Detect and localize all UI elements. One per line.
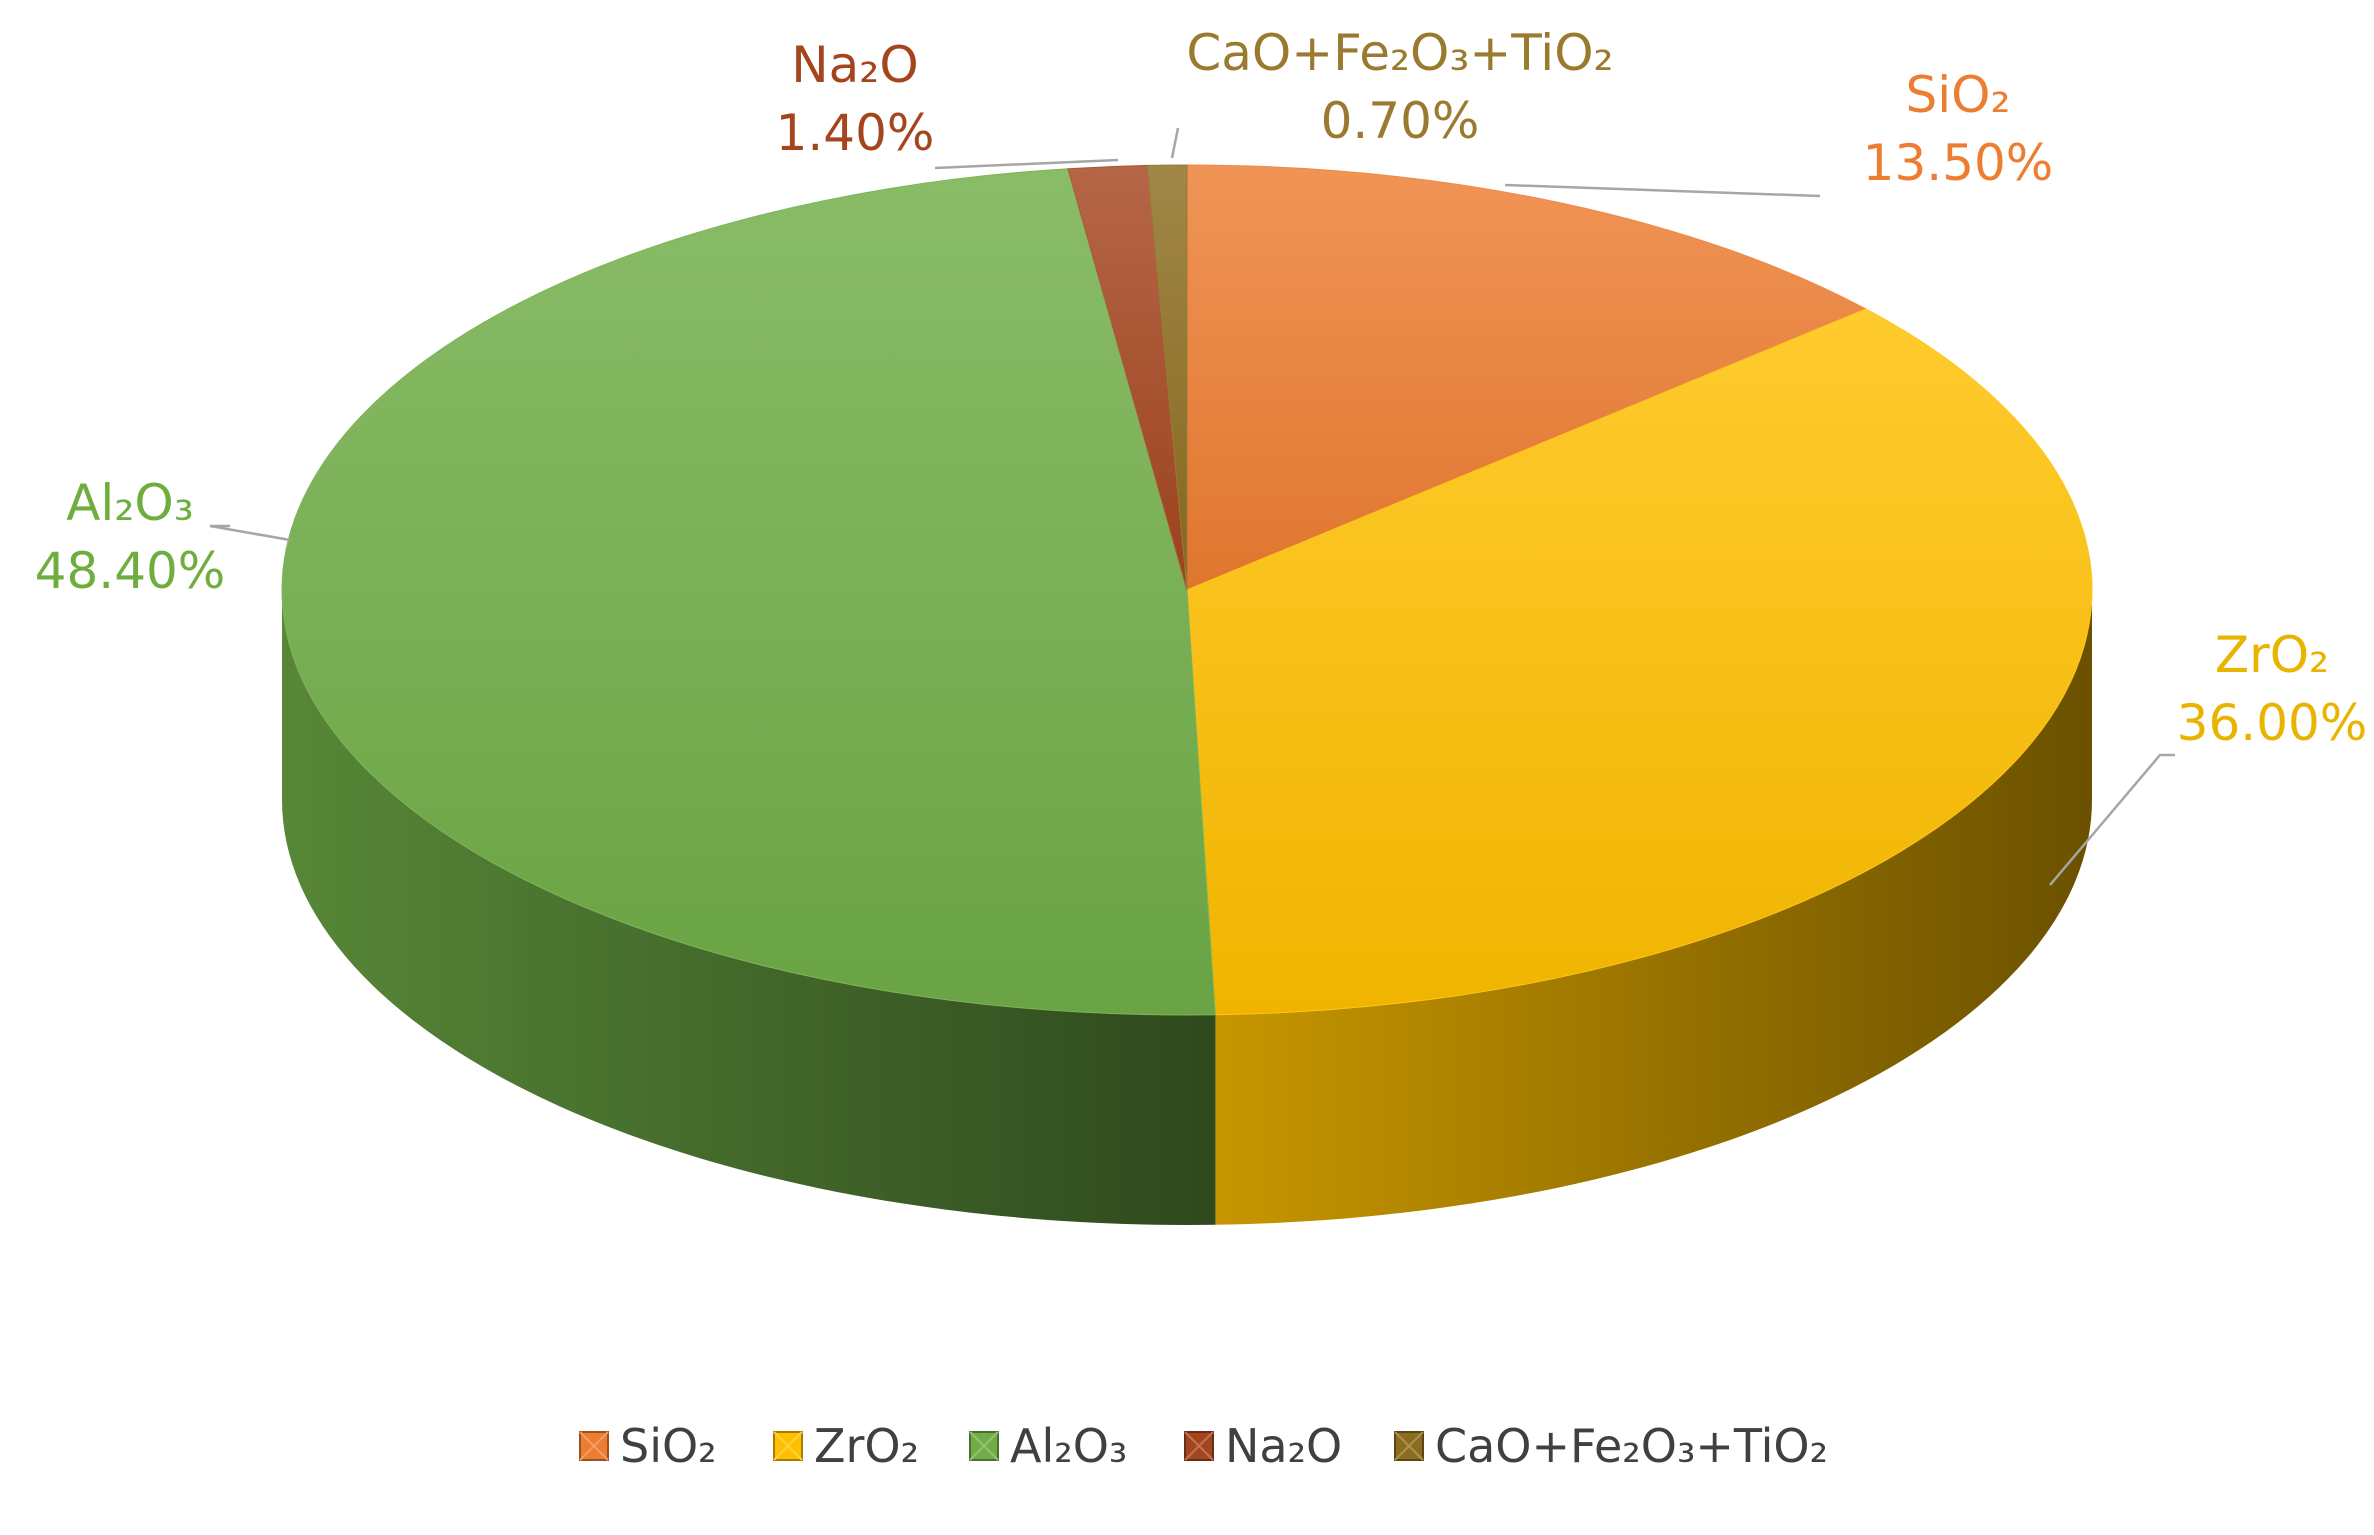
- data-labels: SiO₂ 13.50% ZrO₂ 36.00% Al₂O₃ 48.40% Na₂O 1.40%…: [35, 24, 2368, 752]
- legend-label-4: CaO+Fe₂O₃+TiO₂: [1435, 1419, 1828, 1473]
- data-label-name-1: ZrO₂: [2215, 626, 2329, 684]
- pie-side-2: [282, 590, 1216, 1225]
- legend-label-1: ZrO₂: [814, 1419, 919, 1473]
- legend-item-2: Al₂O₃: [969, 1419, 1127, 1473]
- legend-item-1: ZrO₂: [773, 1419, 919, 1473]
- pie-slices: [281, 164, 2093, 1016]
- leader-line-4: [1170, 127, 1180, 159]
- leader-line-0: [1504, 183, 1821, 198]
- data-label-value-1: 36.00%: [2177, 694, 2368, 752]
- pie-slice-4: [1146, 164, 1188, 591]
- legend-item-3: Na₂O: [1184, 1419, 1342, 1473]
- data-label-value-4: 0.70%: [1321, 92, 1480, 150]
- pie-slice-0: [1186, 164, 1868, 591]
- leader-line-2: [209, 524, 291, 542]
- data-label-value-0: 13.50%: [1863, 134, 2054, 192]
- legend-swatch-bevel-3: [1184, 1431, 1214, 1461]
- leader-line-3: [934, 158, 1119, 170]
- legend-swatch-bevel-1: [773, 1431, 803, 1461]
- leader-line-1: [2049, 753, 2175, 886]
- data-label-name-3: Na₂O: [791, 36, 918, 94]
- legend: SiO₂ ZrO₂ Al₂O₃ Na₂O CaO+Fe₂O₃+TiO₂: [579, 1419, 1828, 1473]
- data-label-value-2: 48.40%: [35, 542, 226, 600]
- data-label-name-0: SiO₂: [1905, 66, 2010, 124]
- pie-sides: [282, 590, 2092, 1225]
- legend-swatch-bevel-2: [969, 1431, 999, 1461]
- legend-label-2: Al₂O₃: [1010, 1419, 1127, 1473]
- pie-side-1: [1215, 590, 2092, 1225]
- pie-slice-2: [281, 168, 1216, 1016]
- legend-swatch-bevel-0: [579, 1431, 609, 1461]
- legend-label-0: SiO₂: [620, 1419, 717, 1473]
- legend-item-0: SiO₂: [579, 1419, 717, 1473]
- data-label-name-4: CaO+Fe₂O₃+TiO₂: [1186, 24, 1613, 82]
- legend-swatch-bevel-4: [1394, 1431, 1424, 1461]
- legend-label-3: Na₂O: [1225, 1419, 1342, 1473]
- data-label-value-3: 1.40%: [776, 104, 935, 162]
- leader-lines: [209, 127, 2175, 886]
- data-label-name-2: Al₂O₃: [66, 474, 194, 532]
- legend-item-4: CaO+Fe₂O₃+TiO₂: [1394, 1419, 1828, 1473]
- pie-slice-1: [1186, 308, 2093, 1016]
